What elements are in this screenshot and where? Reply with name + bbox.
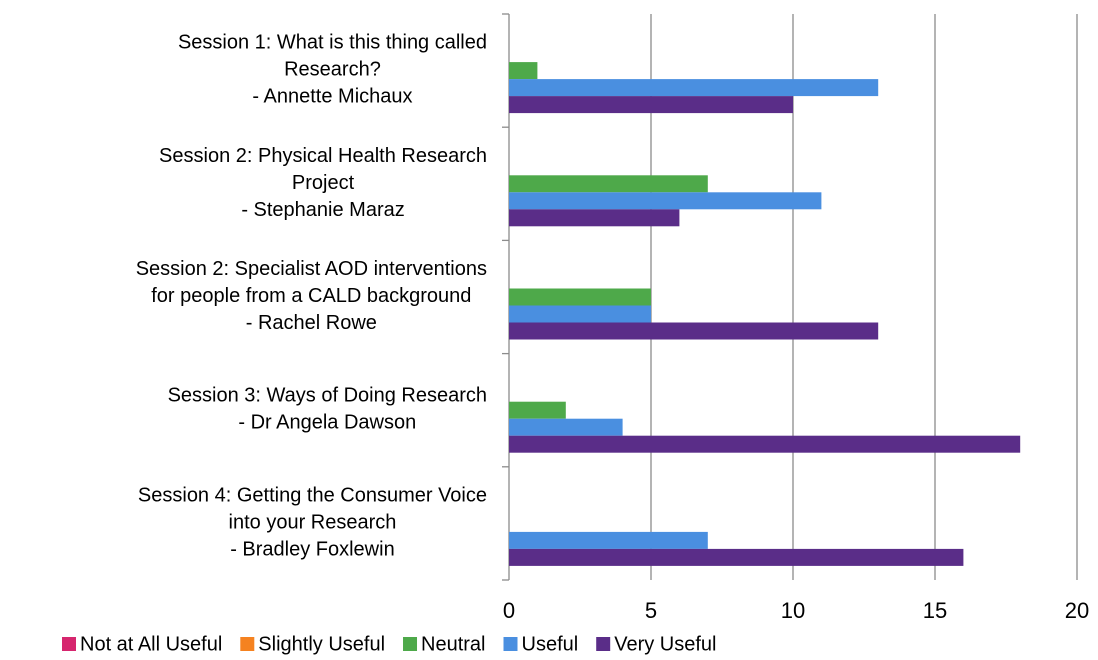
- x-tick-label: 0: [503, 598, 515, 623]
- legend-label: Slightly Useful: [258, 633, 385, 655]
- legend-label: Useful: [522, 633, 579, 655]
- legend-label: Very Useful: [614, 633, 716, 655]
- bar: [509, 209, 680, 227]
- y-tick-label: Session 4: Getting the Consumer Voice int…: [138, 485, 487, 561]
- x-tick-label: 10: [781, 598, 805, 623]
- bar: [509, 288, 651, 306]
- legend-swatch: [503, 637, 518, 651]
- bar: [509, 401, 566, 419]
- bar: [509, 192, 822, 210]
- bar: [509, 322, 879, 340]
- bar: [509, 79, 879, 97]
- legend-label: Not at All Useful: [80, 633, 222, 655]
- bar: [509, 435, 1021, 453]
- bar: [509, 305, 651, 323]
- legend-swatch: [403, 637, 418, 651]
- y-tick-label: Session 3: Ways of Doing Research - Dr An…: [168, 385, 487, 434]
- legend-swatch: [62, 637, 76, 651]
- legend-swatch: [596, 637, 611, 651]
- bar: [509, 418, 623, 436]
- bar: [509, 62, 538, 80]
- x-tick-label: 20: [1065, 598, 1089, 623]
- y-tick-label: Session 2: Physical Health Research Proje…: [159, 145, 487, 221]
- legend-swatch: [240, 637, 255, 651]
- x-tick-label: 5: [645, 598, 657, 623]
- bar: [509, 548, 964, 566]
- bar: [509, 175, 708, 193]
- bar: [509, 96, 793, 114]
- x-tick-label: 15: [923, 598, 947, 623]
- bar: [509, 531, 708, 549]
- legend-label: Neutral: [421, 633, 485, 655]
- y-tick-label: Session 1: What is this thing called Rese…: [178, 32, 487, 108]
- y-tick-label: Session 2: Specialist AOD interventions f…: [136, 258, 487, 334]
